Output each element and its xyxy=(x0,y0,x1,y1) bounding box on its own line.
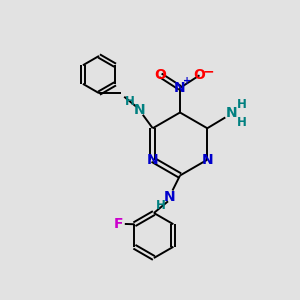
Text: H: H xyxy=(125,95,135,108)
Text: O: O xyxy=(194,68,206,82)
Text: O: O xyxy=(154,68,166,82)
Text: H: H xyxy=(156,199,165,212)
Text: +: + xyxy=(182,76,191,86)
Text: N: N xyxy=(164,190,175,204)
Text: H: H xyxy=(236,98,246,111)
Text: N: N xyxy=(174,81,186,95)
Text: −: − xyxy=(202,65,214,79)
Text: N: N xyxy=(202,153,213,167)
Text: F: F xyxy=(114,217,124,231)
Text: N: N xyxy=(147,153,158,167)
Text: H: H xyxy=(236,116,246,129)
Text: N: N xyxy=(226,106,237,120)
Text: N: N xyxy=(134,103,145,117)
